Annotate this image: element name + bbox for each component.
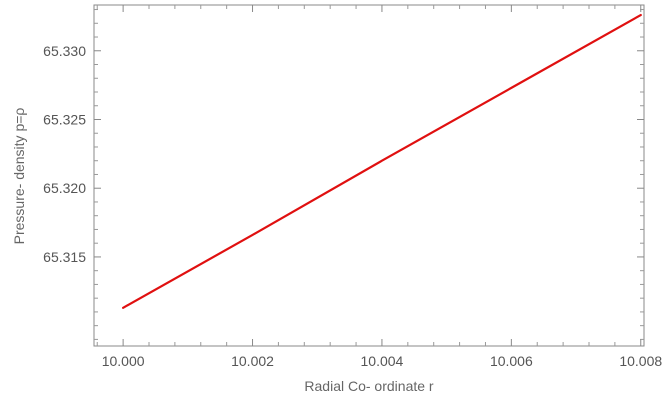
x-axis-label: Radial Co- ordinate r <box>304 378 434 394</box>
x-tick-label: 10.004 <box>361 353 404 369</box>
x-tick-label: 10.000 <box>102 353 145 369</box>
series-line <box>122 13 642 309</box>
y-axis-label: Pressure- density p=ρ <box>11 108 27 245</box>
series-layer <box>122 13 642 309</box>
x-tick-label: 10.006 <box>490 353 533 369</box>
x-tick-label: 10.002 <box>231 353 274 369</box>
y-tick-label: 65.330 <box>43 43 86 59</box>
x-axis-ticks: 10.000 10.002 10.004 10.006 10.008 <box>96 5 662 369</box>
y-tick-label: 65.315 <box>43 249 86 265</box>
y-axis-ticks: 65.315 65.320 65.325 65.330 <box>43 9 644 340</box>
y-tick-label: 65.325 <box>43 111 86 127</box>
y-tick-label: 65.320 <box>43 180 86 196</box>
x-tick-label: 10.008 <box>619 353 662 369</box>
plot-frame <box>93 4 645 347</box>
